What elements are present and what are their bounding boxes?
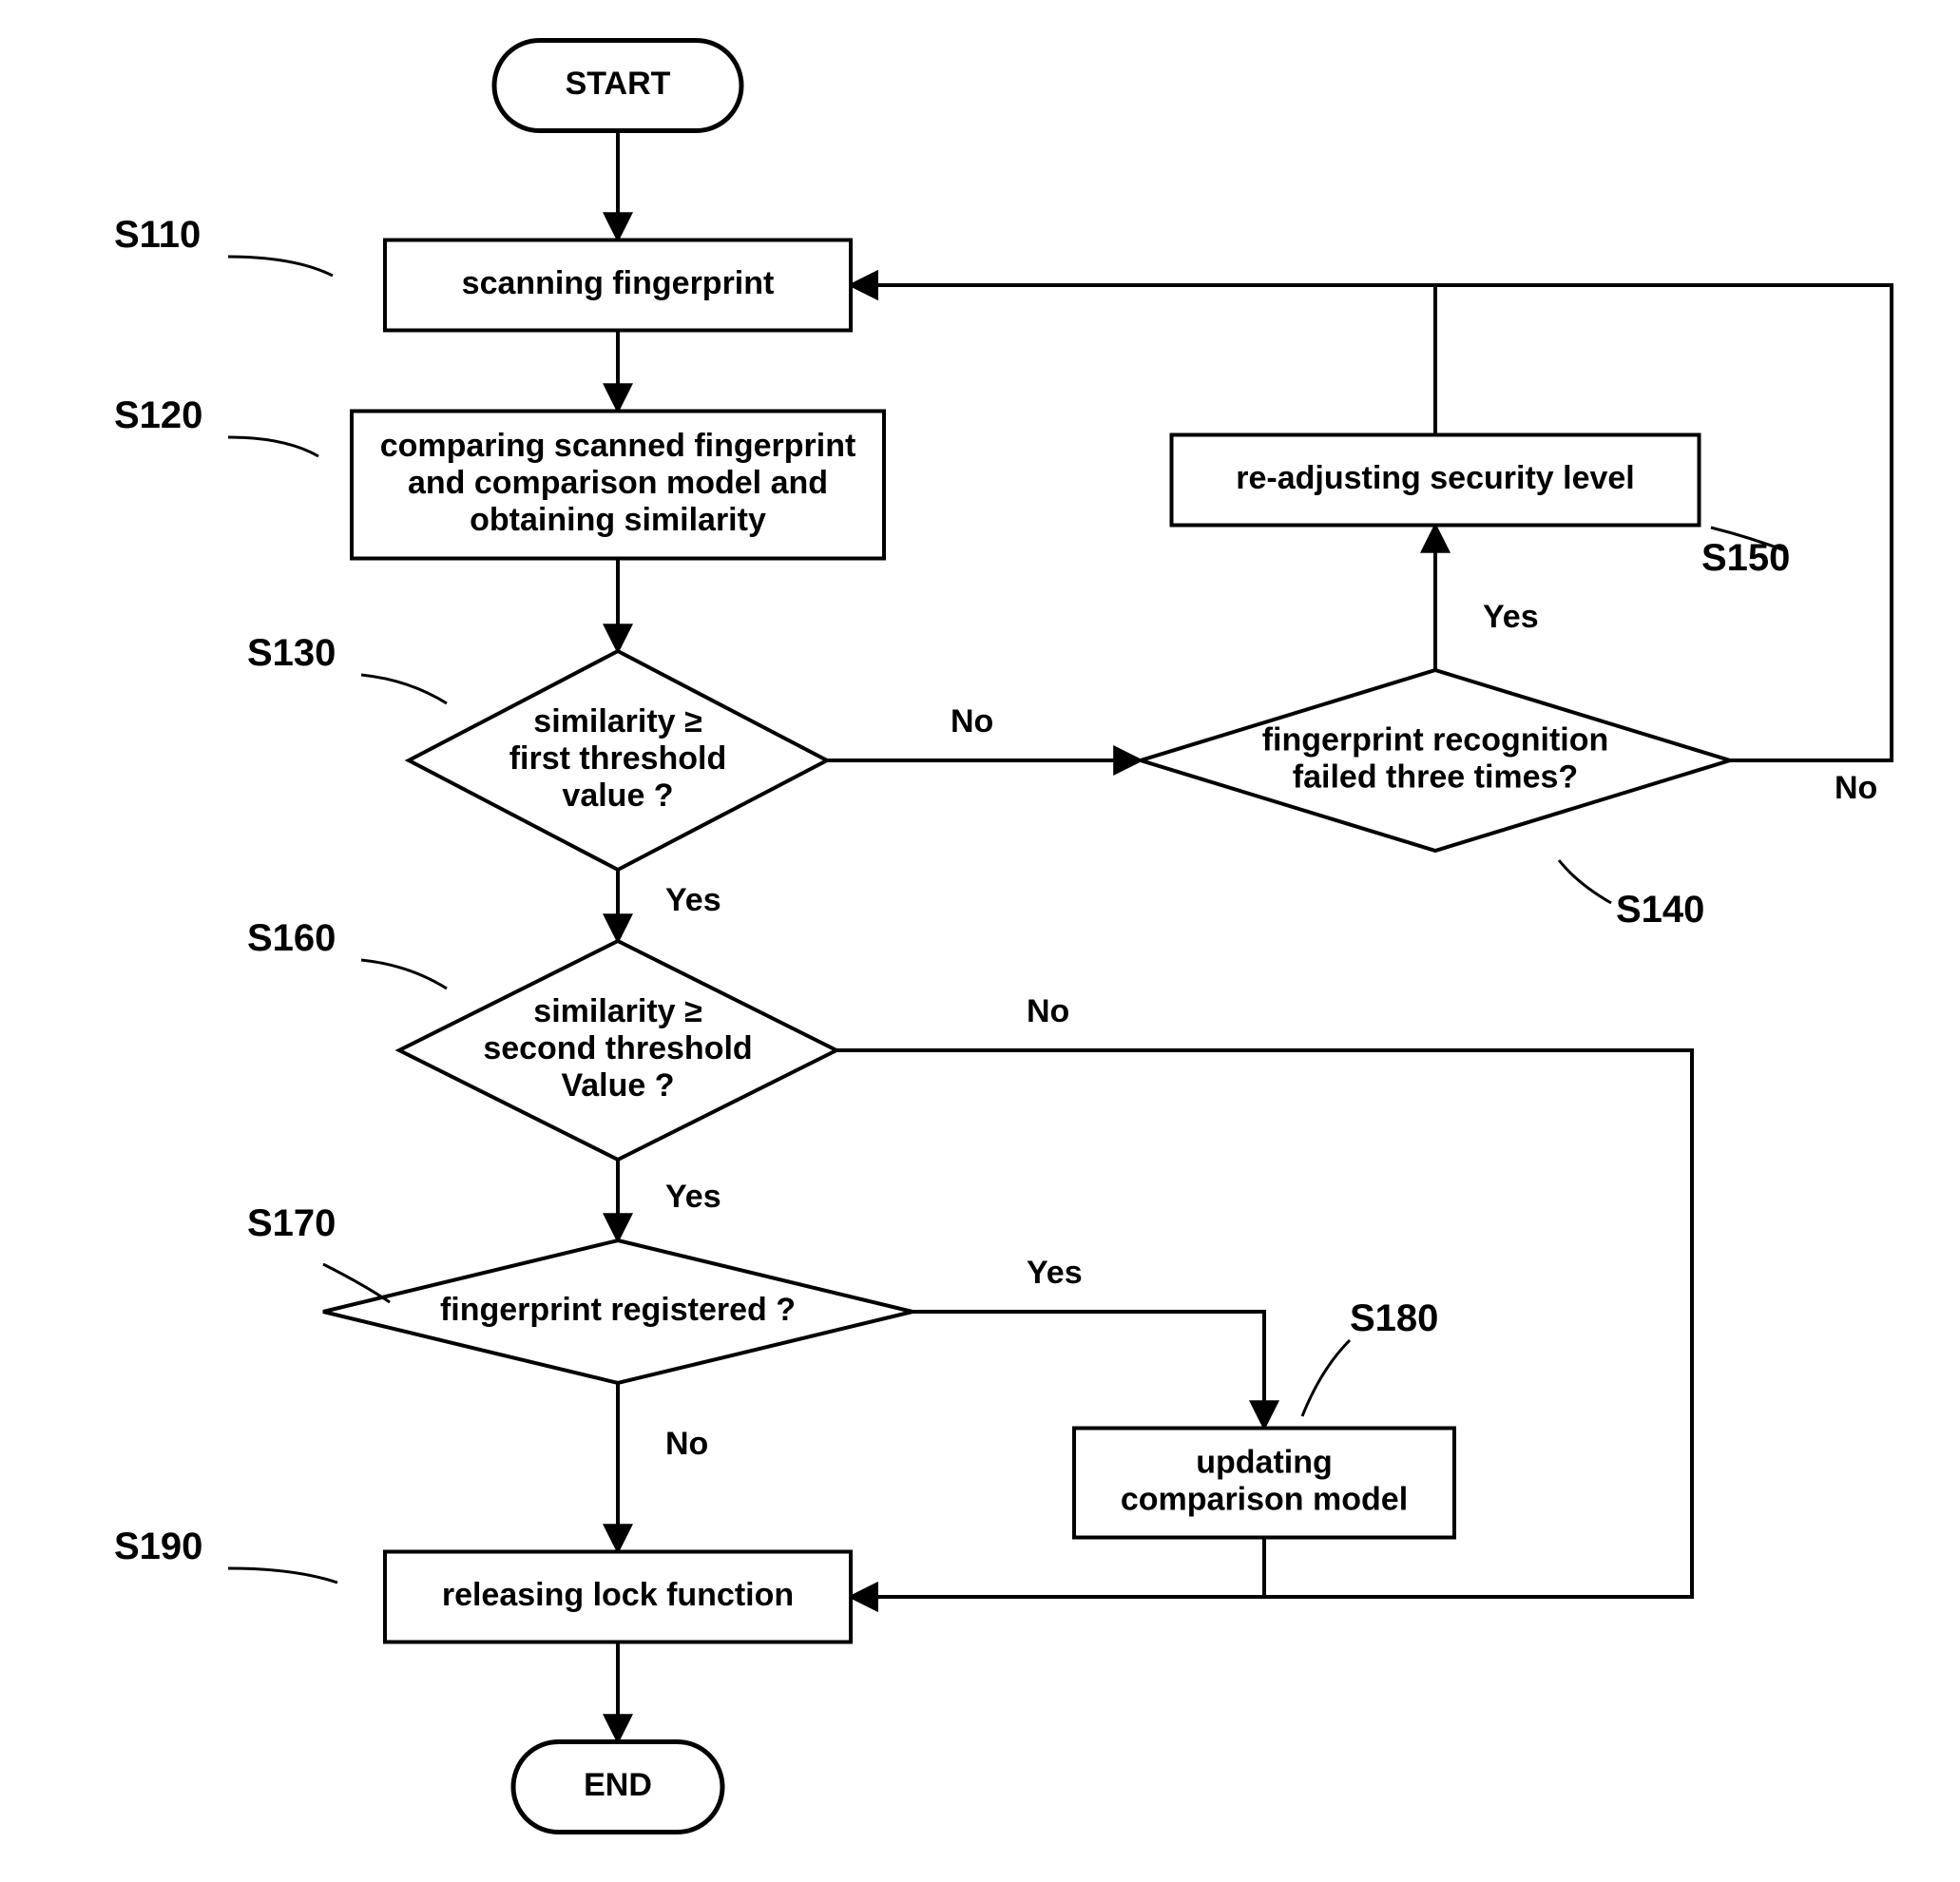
step-label-s130: S130	[247, 632, 336, 674]
node-s160-text: Value ?	[561, 1067, 674, 1104]
leader-s180	[1302, 1340, 1350, 1416]
edge-label-s170-s180: Yes	[1027, 1255, 1083, 1291]
node-s160-text: similarity ≥	[533, 993, 701, 1029]
leader-s160	[361, 960, 447, 989]
node-s110-text: scanning fingerprint	[462, 265, 775, 301]
node-s130-text: first threshold	[509, 740, 727, 777]
leader-s170	[323, 1264, 390, 1302]
node-s120-text: obtaining similarity	[470, 502, 766, 538]
flowchart: Yes No Yes No Yes No No Yes START scanning finger…	[0, 0, 1960, 1882]
node-s120-text: and comparison model and	[408, 465, 828, 501]
edge-label-s140-s150: Yes	[1483, 599, 1539, 635]
node-s180-text: comparison model	[1121, 1482, 1408, 1518]
node-s180-text: updating	[1196, 1444, 1333, 1480]
edge-label-s160-s190: No	[1027, 993, 1069, 1029]
edge-label-s170-s190: No	[665, 1426, 708, 1462]
edge-label-s140-s110: No	[1835, 770, 1877, 806]
leader-s140	[1559, 860, 1611, 903]
edge-s180-s190	[851, 1538, 1264, 1597]
node-s160-text: second threshold	[483, 1030, 752, 1066]
step-label-s190: S190	[114, 1526, 202, 1567]
edge-label-s160-s170: Yes	[665, 1179, 721, 1215]
step-label-s170: S170	[247, 1202, 336, 1244]
step-label-s160: S160	[247, 917, 336, 959]
node-s130-text: value ?	[562, 778, 673, 814]
leader-s120	[228, 437, 318, 456]
step-label-s140: S140	[1616, 889, 1704, 931]
node-s190-text: releasing lock function	[442, 1577, 794, 1613]
edge-s170-s180	[913, 1312, 1264, 1428]
edge-s150-s110	[851, 285, 1435, 434]
leader-s130	[361, 675, 447, 703]
node-s170-text: fingerprint registered ?	[440, 1292, 796, 1328]
edge-label-s130-s140: No	[951, 703, 993, 739]
step-label-s110: S110	[114, 214, 201, 256]
step-label-s120: S120	[114, 394, 202, 436]
leader-s190	[228, 1568, 337, 1583]
node-s130-text: similarity ≥	[533, 703, 701, 739]
node-s140-text: fingerprint recognition	[1262, 721, 1609, 758]
leader-s110	[228, 257, 333, 276]
node-s120-text: comparing scanned fingerprint	[380, 428, 856, 464]
node-s150-text: re-adjusting security level	[1236, 460, 1635, 496]
edge-label-s130-s160: Yes	[665, 882, 721, 918]
step-label-s150: S150	[1701, 537, 1790, 579]
node-s140-text: failed three times?	[1293, 759, 1578, 796]
step-label-s180: S180	[1350, 1297, 1438, 1339]
node-start-text: START	[566, 66, 671, 102]
node-end-text: END	[584, 1767, 652, 1803]
